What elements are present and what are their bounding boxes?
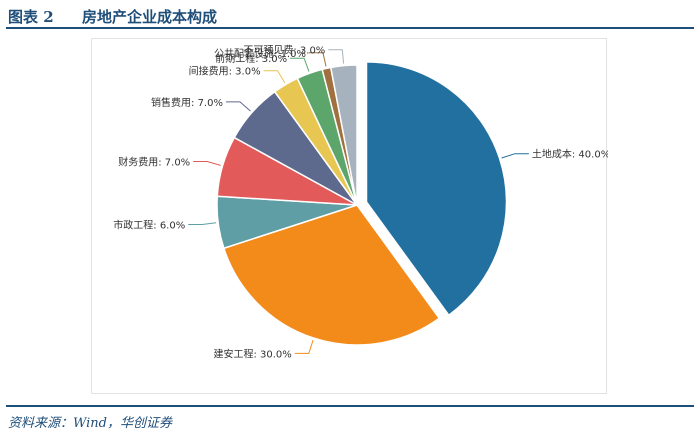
leader-line [294, 339, 314, 354]
figure-number: 图表 2 [8, 8, 54, 26]
leader-line [193, 160, 221, 166]
slice-label: 财务费用: 7.0% [118, 155, 190, 168]
leader-line [225, 101, 251, 112]
leader-line [188, 222, 217, 226]
slice-label: 不可预见费: 3.0% [243, 44, 325, 57]
chart-frame: 土地成本: 40.0% 建安工程: 30.0% 市政工程: 6.0% 财务费用: 7.… [91, 38, 608, 394]
leader-line [328, 49, 345, 64]
pie-slices [216, 61, 508, 346]
slice-label: 市政工程: 6.0% [113, 219, 185, 232]
source-note: 资料来源：Wind，华创证券 [8, 416, 172, 431]
slice-label: 销售费用: 7.0% [151, 96, 223, 109]
leader-line [263, 70, 286, 84]
figure-title: 房地产企业成本构成 [82, 8, 218, 26]
leader-line [501, 153, 529, 159]
leader-line [308, 52, 327, 67]
slice-label: 建安工程: 30.0% [213, 347, 291, 360]
pie-slice [222, 204, 441, 346]
leader-lines [188, 49, 529, 354]
leader-line [290, 57, 310, 72]
slice-label: 公共配套设施: 1.0% [214, 47, 306, 60]
slice-labels: 土地成本: 40.0% 建安工程: 30.0% 市政工程: 6.0% 财务费用: 7.… [113, 44, 608, 361]
slice-label: 土地成本: 40.0% [532, 148, 608, 161]
header-rule [6, 27, 694, 29]
figure-header: 图表 2 房地产企业成本构成 [8, 4, 692, 28]
pie-slice [329, 64, 358, 206]
pie-slice [365, 61, 508, 317]
pie-chart: 土地成本: 40.0% 建安工程: 30.0% 市政工程: 6.0% 财务费用: 7.… [113, 44, 608, 361]
footer-rule [6, 405, 694, 407]
slice-label: 间接费用: 3.0% [189, 65, 261, 78]
slice-label: 前期工程: 3.0% [215, 52, 287, 65]
